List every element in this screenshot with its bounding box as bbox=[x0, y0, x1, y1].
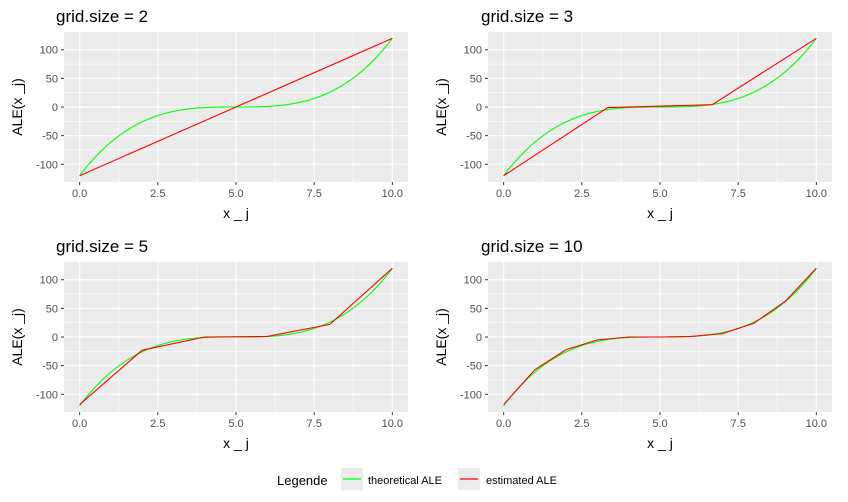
y-tick-label: 100 bbox=[464, 275, 482, 287]
y-tick-label: 50 bbox=[470, 303, 482, 315]
legend-title: Legende bbox=[277, 473, 328, 488]
x-tick-label: 5.0 bbox=[228, 188, 243, 200]
x-tick-label: 0.0 bbox=[496, 418, 511, 430]
estimated-ale-line bbox=[79, 267, 393, 405]
x-tick-label: 10.0 bbox=[382, 188, 403, 200]
y-tick-label: 0 bbox=[52, 332, 58, 344]
estimated-ale-line bbox=[503, 37, 817, 177]
panel-title: grid.size = 3 bbox=[481, 7, 573, 26]
x-axis-label: x _ j bbox=[223, 205, 249, 221]
panel-title: grid.size = 5 bbox=[56, 237, 148, 256]
y-tick-label: 0 bbox=[52, 102, 58, 114]
x-tick-label: 0.0 bbox=[496, 188, 511, 200]
y-axis-label: ALE(x _j) bbox=[9, 308, 25, 366]
y-axis-label: ALE(x _j) bbox=[433, 78, 449, 136]
y-tick-label: -50 bbox=[42, 361, 58, 373]
y-tick-label: 50 bbox=[46, 303, 58, 315]
y-tick-label: 50 bbox=[470, 73, 482, 85]
y-tick-label: -50 bbox=[466, 131, 482, 143]
x-tick-label: 7.5 bbox=[307, 188, 322, 200]
chart-panel-3: 0.0 2.5 5.0 7.5 10.0 -100 -50 0 50 100 grid.size =… bbox=[9, 237, 408, 451]
y-tick-label: 100 bbox=[40, 45, 58, 57]
x-tick-label: 10.0 bbox=[806, 188, 827, 200]
x-tick-label: 10.0 bbox=[806, 418, 827, 430]
estimated-ale-line bbox=[503, 267, 817, 405]
legend-label: theoretical ALE bbox=[368, 475, 442, 487]
x-tick-label: 2.5 bbox=[150, 188, 165, 200]
x-axis-label: x _ j bbox=[223, 435, 249, 451]
y-tick-label: -100 bbox=[36, 159, 58, 171]
x-tick-label: 5.0 bbox=[652, 188, 667, 200]
x-tick-label: 10.0 bbox=[382, 418, 403, 430]
y-tick-label: 0 bbox=[476, 102, 482, 114]
x-axis-label: x _ j bbox=[647, 205, 673, 221]
x-tick-label: 7.5 bbox=[731, 418, 746, 430]
x-tick-label: 0.0 bbox=[72, 188, 87, 200]
y-tick-label: -100 bbox=[460, 389, 482, 401]
x-tick-label: 2.5 bbox=[574, 188, 589, 200]
y-axis-label: ALE(x _j) bbox=[9, 78, 25, 136]
x-tick-label: 2.5 bbox=[150, 418, 165, 430]
chart-panel-1: 0.0 2.5 5.0 7.5 10.0 -100 -50 0 50 100 grid.size =… bbox=[9, 7, 408, 221]
panel-title: grid.size = 2 bbox=[56, 7, 148, 26]
panel-title: grid.size = 10 bbox=[481, 237, 583, 256]
y-axis-label: ALE(x _j) bbox=[433, 308, 449, 366]
y-tick-label: -100 bbox=[36, 389, 58, 401]
theoretical-ale-line bbox=[503, 37, 817, 177]
y-tick-label: 100 bbox=[464, 45, 482, 57]
y-tick-label: -50 bbox=[466, 361, 482, 373]
y-tick-label: -100 bbox=[460, 159, 482, 171]
x-axis-label: x _ j bbox=[647, 435, 673, 451]
y-tick-label: -50 bbox=[42, 131, 58, 143]
x-tick-label: 5.0 bbox=[228, 418, 243, 430]
y-tick-label: 100 bbox=[40, 275, 58, 287]
y-tick-label: 50 bbox=[46, 73, 58, 85]
x-tick-label: 2.5 bbox=[574, 418, 589, 430]
x-tick-label: 7.5 bbox=[731, 188, 746, 200]
chart-panel-4: 0.0 2.5 5.0 7.5 10.0 -100 -50 0 50 100 grid.size =… bbox=[433, 237, 832, 451]
y-tick-label: 0 bbox=[476, 332, 482, 344]
legend-label: estimated ALE bbox=[486, 475, 557, 487]
estimated-ale-line bbox=[79, 37, 393, 177]
x-tick-label: 5.0 bbox=[652, 418, 667, 430]
x-tick-label: 0.0 bbox=[72, 418, 87, 430]
x-tick-label: 7.5 bbox=[307, 418, 322, 430]
legend: Legende theoretical ALE estimated ALE bbox=[277, 468, 557, 490]
chart-panel-2: 0.0 2.5 5.0 7.5 10.0 -100 -50 0 50 100 grid.size =… bbox=[433, 7, 832, 221]
